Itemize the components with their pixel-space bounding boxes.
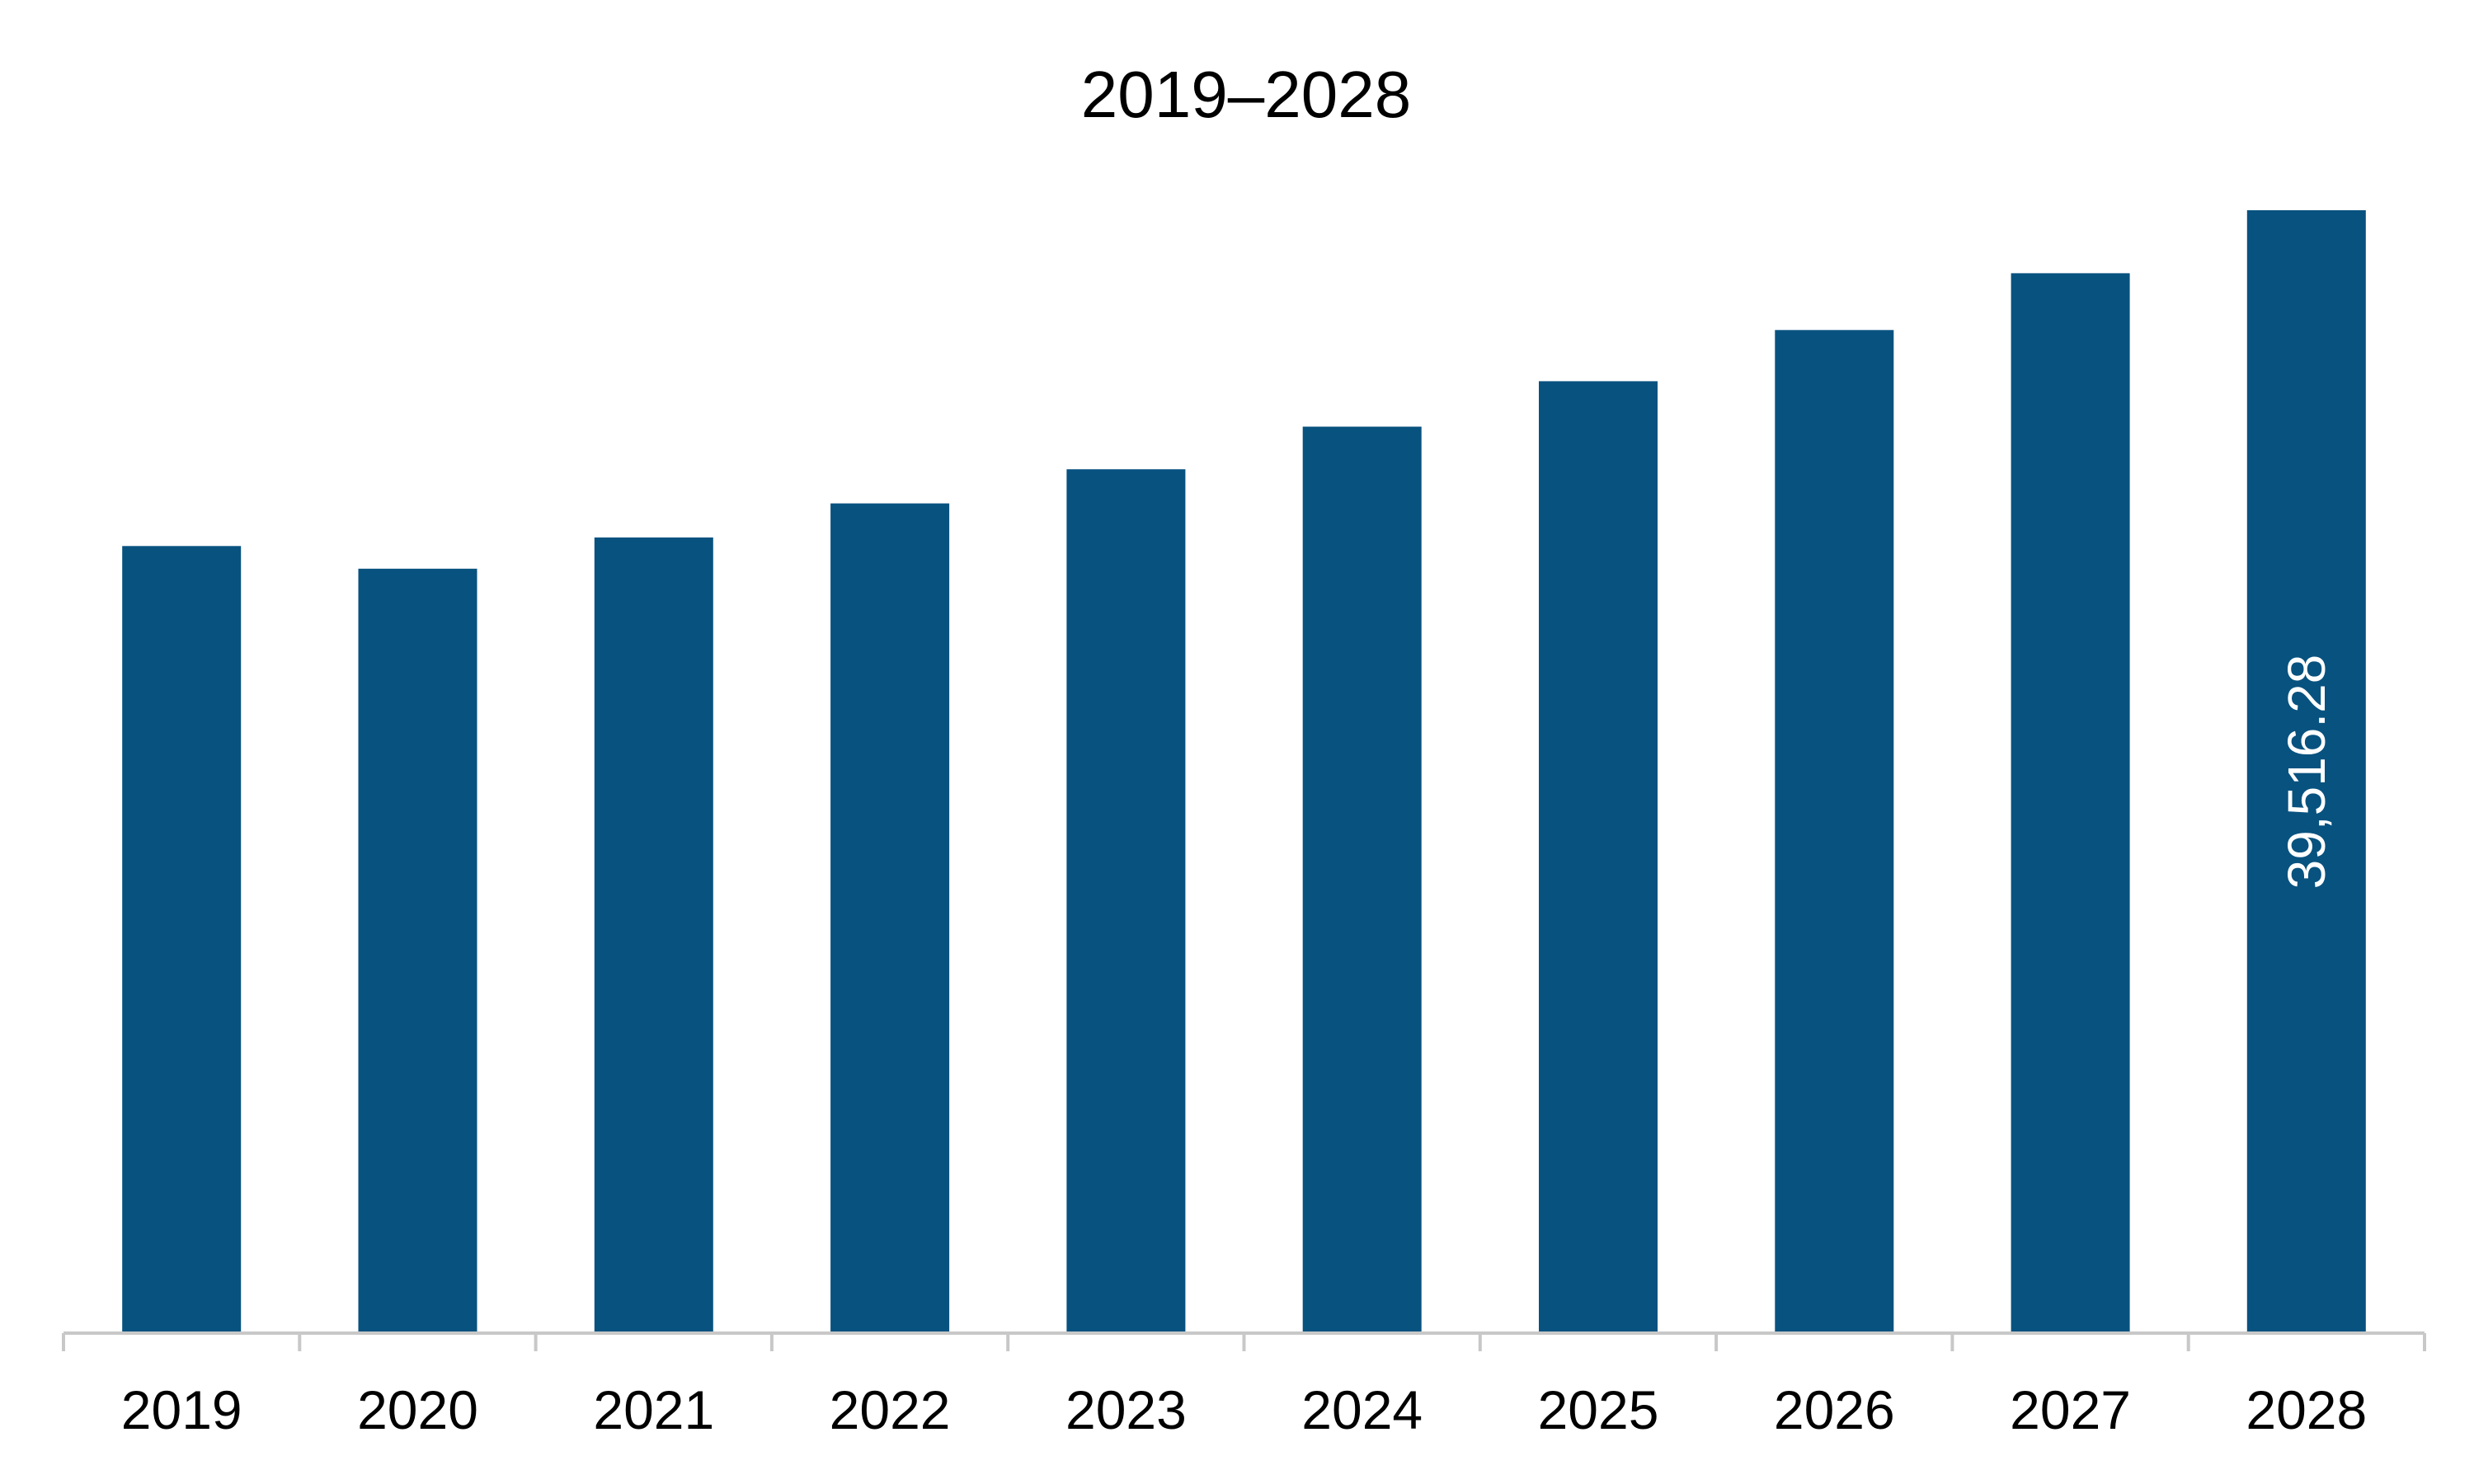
bar-2028 [2246,210,2366,1333]
bar-2021 [594,537,713,1333]
bar-2022 [830,503,950,1333]
bar-2026 [1775,330,1894,1333]
bar-2023 [1066,469,1186,1334]
x-tick-label-2025: 2025 [1538,1379,1659,1440]
bar-2024 [1302,426,1422,1333]
data-label-2028: 39,516.28 [2277,655,2336,890]
x-tick-label-2027: 2027 [2010,1379,2131,1440]
x-tick-label-2023: 2023 [1065,1379,1187,1440]
x-tick-label-2026: 2026 [1774,1379,1895,1440]
bar-2027 [2011,273,2130,1333]
x-tick-label-2022: 2022 [830,1379,951,1440]
x-tick-label-2028: 2028 [2246,1379,2367,1440]
bar-2025 [1539,381,1658,1333]
x-tick-label-2020: 2020 [357,1379,478,1440]
x-tick-labels: 2019 2020 2021 2022 2023 2024 2025 2026 2027 2028 [121,1379,2367,1440]
x-axis [62,1331,2426,1351]
chart-title: 2019–2028 [1081,58,1411,131]
x-tick-label-2021: 2021 [593,1379,714,1440]
bar-2020 [358,568,477,1333]
data-labels: 39,516.28 [2277,655,2336,890]
bar-2019 [122,546,242,1333]
bars-group [122,210,2366,1334]
x-tick-label-2019: 2019 [121,1379,242,1440]
x-tick-label-2024: 2024 [1301,1379,1423,1440]
